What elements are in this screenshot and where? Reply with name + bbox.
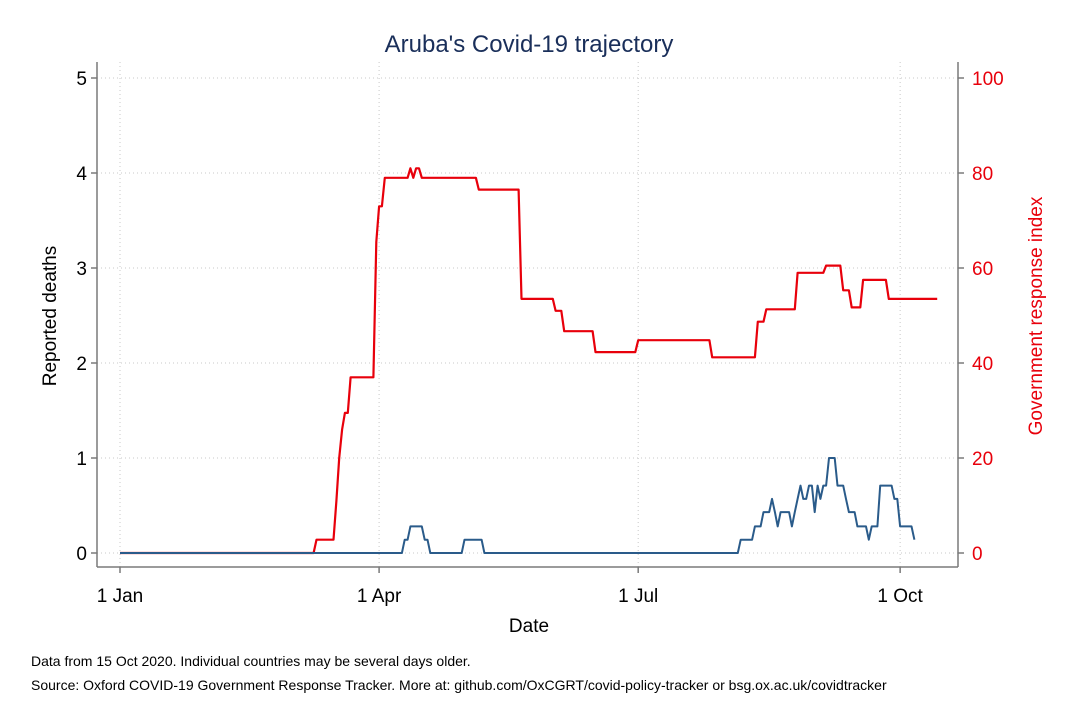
y2-tick-label: 60 — [972, 259, 993, 280]
y2-tick-label: 20 — [972, 449, 993, 470]
y-tick-label: 1 — [76, 449, 87, 470]
y-tick-label: 5 — [76, 69, 87, 90]
series-lines — [120, 167, 938, 555]
y2-tick-label: 0 — [972, 544, 983, 565]
y2-tick-label: 40 — [972, 354, 993, 375]
response-index-line — [120, 167, 938, 555]
tick-labels: 0 1 2 3 4 5 0 20 40 60 80 100 1 Jan 1 Apr 1 Jul 1 Oct — [76, 69, 1003, 607]
data-date-note: Data from 15 Oct 2020. Individual countr… — [31, 653, 471, 669]
y-axis-title: Reported deaths — [40, 246, 61, 387]
y-tick-label: 4 — [76, 164, 87, 185]
x-axis-title: Date — [509, 616, 549, 637]
x-tick-label: 1 Oct — [877, 586, 923, 607]
x-tick-label: 1 Jul — [618, 586, 658, 607]
y2-tick-label: 80 — [972, 164, 993, 185]
y-tick-label: 0 — [76, 544, 87, 565]
y-tick-label: 2 — [76, 354, 87, 375]
source-note: Source: Oxford COVID-19 Government Respo… — [31, 677, 887, 693]
x-tick-label: 1 Apr — [357, 586, 402, 607]
x-tick-label: 1 Jan — [97, 586, 143, 607]
axes — [91, 62, 964, 573]
y2-axis-title: Government response index — [1026, 196, 1047, 435]
deaths-line — [120, 457, 916, 554]
y-tick-label: 3 — [76, 259, 87, 280]
y2-tick-label: 100 — [972, 69, 1004, 90]
grid-lines — [97, 62, 958, 567]
chart-title: Aruba's Covid-19 trajectory — [385, 31, 674, 58]
